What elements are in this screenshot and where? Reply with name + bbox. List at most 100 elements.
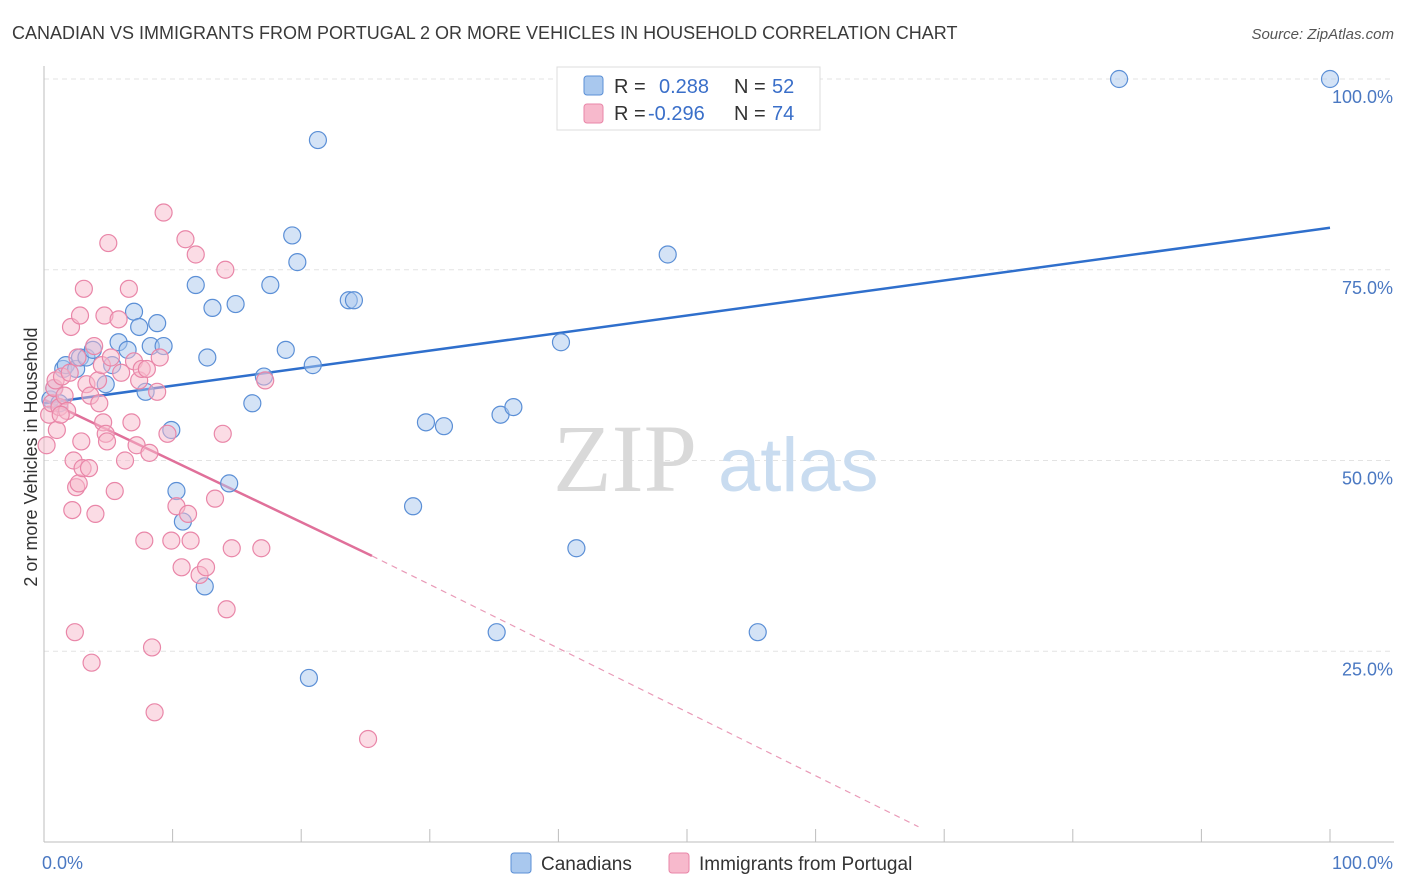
canadians-point [416, 413, 436, 432]
canadians-point [226, 294, 245, 314]
portugal-point [178, 504, 198, 524]
canadians-point [551, 333, 571, 352]
canadians-point [299, 668, 319, 688]
portugal-point [79, 459, 99, 478]
legend-r-value-portugal: -0.296 [648, 103, 705, 125]
canadians-point [344, 291, 364, 310]
bottom-legend-swatch-canadians [510, 852, 532, 874]
legend-r-label-canadians: R = [614, 76, 646, 98]
portugal-point [172, 558, 191, 577]
portugal-point [252, 539, 271, 558]
portugal-point [145, 703, 164, 722]
portugal-point [135, 531, 154, 550]
portugal-point [186, 245, 205, 264]
portugal-point [119, 279, 138, 298]
portugal-point [82, 653, 101, 672]
portugal-point [55, 386, 74, 405]
legend-n-label-canadians: N = [734, 76, 766, 98]
gridlines [44, 78, 1394, 652]
canadians-point [434, 417, 454, 436]
canadians-point [167, 481, 186, 501]
portugal-point [213, 424, 232, 443]
y-tick-label: 50.0% [1342, 469, 1393, 489]
portugal-point [47, 420, 66, 440]
canadians-point [203, 298, 222, 317]
portugal-point [74, 279, 93, 298]
portugal-point [60, 363, 79, 382]
legend-r-label-portugal: R = [614, 103, 646, 125]
canadians-point [220, 474, 239, 493]
portugal-point [51, 405, 70, 424]
watermark-zip: ZIP [553, 405, 697, 512]
legend-swatch-canadians [583, 75, 604, 96]
portugal-point [162, 531, 181, 550]
legend-r-value-canadians: 0.288 [659, 76, 709, 98]
portugal-point [69, 474, 88, 493]
trend-lines [43, 226, 1331, 828]
bottom-legend-swatch-portugal [668, 852, 690, 874]
y-tick-label: 100.0% [1332, 87, 1393, 107]
portugal-point [358, 729, 378, 749]
portugal-point [154, 203, 173, 222]
canadians-point [487, 623, 506, 642]
canadians-point [1320, 69, 1340, 89]
portugal-point [85, 336, 104, 356]
bottom-legend-canadians: Canadians [541, 854, 632, 875]
canadians-point [243, 394, 262, 413]
portugal-point [142, 638, 162, 657]
portugal-point [86, 504, 105, 524]
portugal-point [101, 348, 120, 367]
legend-n-value-canadians: 52 [772, 76, 794, 98]
source-label: Source: ZipAtlas.com [1251, 26, 1394, 43]
y-tick-label: 75.0% [1342, 278, 1393, 298]
canadians-point [124, 302, 144, 321]
portugal-point [140, 443, 159, 462]
portugal-point [37, 436, 56, 455]
canadians-point [198, 348, 217, 367]
legend-n-value-portugal: 74 [772, 103, 794, 125]
portugal-point [90, 394, 109, 413]
portugal-point [70, 306, 90, 325]
trend-line-canadians [43, 226, 1331, 405]
portugal-point [137, 359, 156, 379]
canadians-point [308, 130, 328, 150]
canadians-point [748, 623, 767, 642]
y-tick-label: 25.0% [1342, 659, 1393, 679]
x-tick-labels: 0.0% 100.0% [42, 853, 1393, 873]
portugal-point [72, 432, 91, 451]
y-axis-label: 2 or more Vehicles in Household [21, 327, 41, 586]
portugal-point [256, 371, 275, 390]
portugal-point [115, 451, 135, 470]
portugal-point [99, 233, 118, 253]
bottom-legend-portugal: Immigrants from Portugal [699, 854, 912, 875]
portugal-point [158, 424, 177, 443]
canadians-point [303, 356, 322, 375]
portugal-point [122, 413, 141, 432]
series-legend: Canadians Immigrants from Portugal [510, 852, 912, 875]
y-tick-labels: 25.0% 50.0% 75.0% 100.0% [1332, 87, 1393, 679]
watermark-atlas: atlas [718, 423, 879, 508]
canadians-point [1109, 69, 1129, 89]
canadians-point [186, 275, 205, 295]
portugal-point [105, 481, 124, 501]
x-tick-label-max: 100.0% [1332, 853, 1393, 873]
portugal-point [109, 310, 128, 329]
trend-line-portugal-extension [371, 555, 919, 828]
canadians-point [504, 397, 523, 417]
canadians-point [567, 539, 586, 558]
portugal-point [217, 600, 236, 619]
portugal-point [205, 489, 225, 508]
portugal-point [68, 348, 87, 367]
portugal-point [97, 432, 117, 451]
portugal-point [216, 260, 235, 279]
legend-swatch-portugal [583, 103, 604, 124]
portugal-point [112, 363, 131, 382]
canadians-point [288, 253, 307, 272]
chart-title: CANADIAN VS IMMIGRANTS FROM PORTUGAL 2 O… [12, 23, 957, 43]
canadians-point [658, 245, 677, 264]
trend-line-portugal [43, 398, 373, 558]
portugal-point [176, 230, 195, 249]
canadians-point [276, 340, 295, 359]
portugal-point [222, 539, 241, 558]
